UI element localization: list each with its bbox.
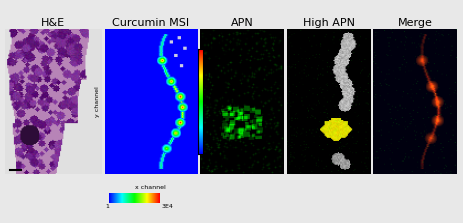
Title: H&E: H&E [41,18,65,28]
Text: 3E4: 3E4 [161,204,173,209]
Text: y channel: y channel [95,86,100,117]
Title: Merge: Merge [397,18,432,28]
Title: APN: APN [230,18,253,28]
Text: x channel: x channel [135,185,166,190]
Title: High APN: High APN [302,18,354,28]
Title: Curcumin MSI: Curcumin MSI [112,18,189,28]
Text: 1: 1 [105,204,108,209]
